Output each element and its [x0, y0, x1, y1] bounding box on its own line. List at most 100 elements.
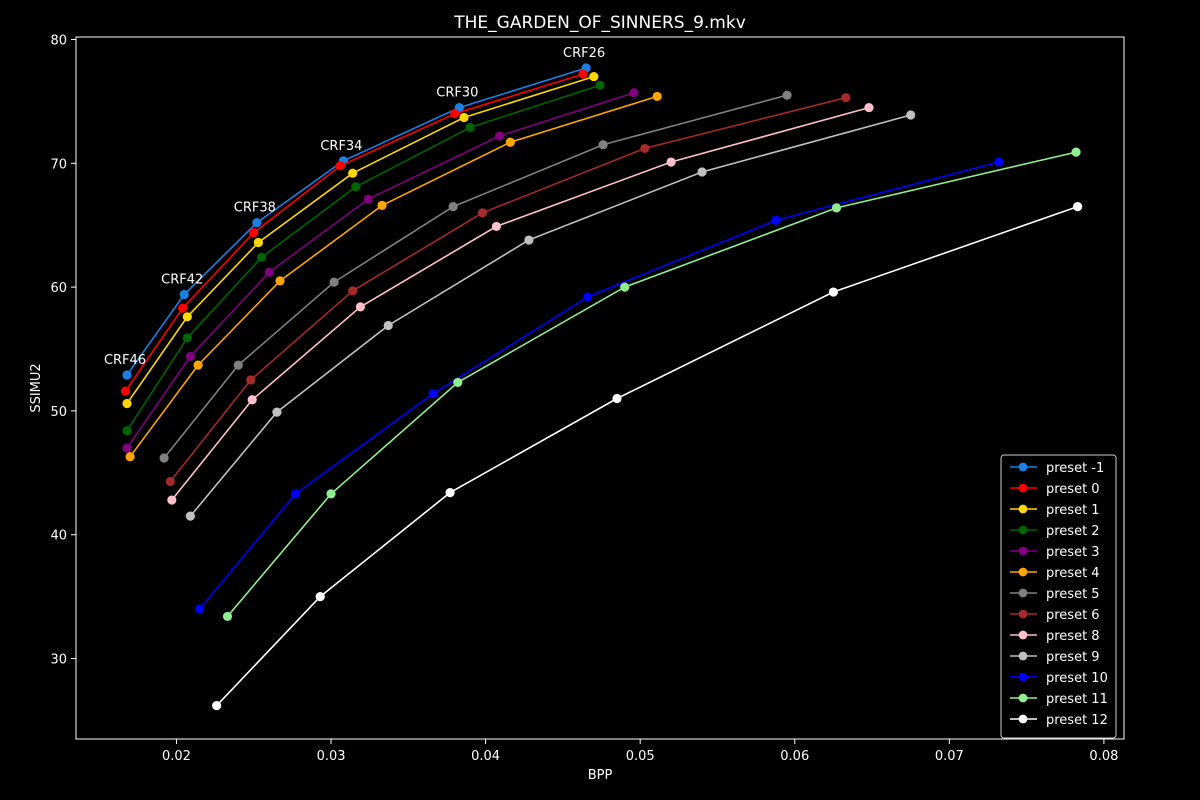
data-point: [326, 489, 336, 499]
series-preset-12: [212, 202, 1083, 711]
series-line: [129, 95, 658, 458]
data-point: [195, 604, 205, 614]
data-point: [120, 386, 131, 396]
series-preset-2: [122, 80, 605, 436]
data-point: [363, 194, 373, 204]
x-tick-label: 0.02: [162, 749, 191, 764]
crf-annotation: CRF30: [436, 86, 478, 101]
data-point: [256, 252, 267, 262]
data-point: [491, 221, 502, 232]
data-point: [697, 167, 707, 177]
legend-label: preset 5: [1046, 587, 1100, 602]
y-tick-label: 50: [50, 405, 67, 420]
legend-label: preset 12: [1046, 713, 1108, 728]
data-point: [640, 143, 650, 154]
data-point: [620, 282, 630, 292]
y-tick-label: 40: [50, 529, 67, 544]
legend-entry: preset 9: [1010, 650, 1100, 665]
legend-entry: preset 1: [1010, 503, 1100, 518]
series-line: [216, 205, 1078, 707]
y-tick-label: 60: [50, 281, 67, 296]
series-line: [126, 84, 601, 432]
legend: preset -1 preset 0 preset 1 preset 2 preset …: [1000, 454, 1117, 739]
data-point: [428, 388, 438, 399]
data-point: [652, 91, 662, 102]
data-point: [182, 333, 192, 343]
data-point: [459, 112, 469, 123]
legend-entry: preset 11: [1010, 692, 1108, 707]
legend-entry: preset 2: [1010, 524, 1100, 539]
legend-label: preset 1: [1046, 503, 1100, 518]
data-point: [185, 511, 195, 521]
data-point: [212, 700, 222, 711]
data-point: [335, 161, 345, 171]
legend-label: preset 4: [1046, 566, 1100, 581]
data-point: [906, 110, 916, 120]
data-point: [179, 289, 189, 300]
data-point: [377, 200, 387, 210]
series-preset-1: [122, 72, 599, 409]
y-axis-label: SSIMU2: [29, 363, 44, 412]
data-point: [598, 140, 608, 150]
data-point: [290, 489, 301, 499]
data-point: [477, 208, 488, 218]
legend-marker: [1018, 630, 1028, 640]
series-preset-8: [167, 102, 874, 505]
data-point: [583, 292, 593, 302]
data-point: [315, 592, 325, 602]
data-point: [165, 476, 175, 487]
x-tick-label: 0.06: [780, 749, 809, 764]
series-line: [189, 114, 911, 517]
data-point: [771, 215, 781, 225]
x-tick-label: 0.07: [935, 749, 964, 764]
legend-entry: preset 0: [1010, 482, 1100, 497]
data-point: [122, 426, 132, 436]
legend-label: preset 3: [1046, 545, 1100, 560]
data-point: [222, 611, 233, 622]
legend-entry: preset 3: [1010, 545, 1100, 560]
data-point: [348, 286, 358, 296]
data-point: [272, 407, 282, 417]
series-preset-9: [185, 110, 916, 521]
data-point: [252, 218, 262, 228]
legend-entry: preset 5: [1010, 587, 1100, 602]
legend-label: preset 8: [1046, 629, 1100, 644]
legend-label: preset 2: [1046, 524, 1100, 539]
data-point: [178, 303, 188, 313]
legend-label: preset -1: [1046, 461, 1104, 476]
data-point: [831, 203, 842, 213]
series-preset-5: [159, 90, 792, 463]
y-tick-label: 30: [50, 653, 67, 668]
data-point: [505, 137, 515, 147]
data-point: [182, 312, 192, 322]
crf-annotation: CRF38: [234, 201, 276, 216]
y-tick-label: 70: [50, 157, 67, 172]
legend-box: [1000, 454, 1117, 739]
series-line: [226, 151, 1077, 617]
y-tick-label: 80: [50, 33, 67, 48]
data-point: [782, 90, 792, 100]
legend-marker: [1018, 504, 1028, 514]
series-line: [126, 67, 587, 376]
data-point: [578, 69, 588, 79]
legend-marker: [1018, 483, 1028, 493]
data-point: [246, 375, 256, 385]
x-tick-label: 0.03: [317, 749, 346, 764]
legend-entry: preset 4: [1010, 566, 1100, 581]
legend-marker: [1018, 651, 1028, 661]
chart-title: THE_GARDEN_OF_SINNERS_9.mkv: [453, 13, 746, 33]
legend-label: preset 10: [1046, 671, 1108, 686]
series-line: [199, 161, 1000, 610]
legend-label: preset 0: [1046, 482, 1100, 497]
series-line: [163, 94, 788, 459]
crf-annotation: CRF42: [161, 273, 203, 288]
series-preset-4: [125, 91, 662, 462]
legend-entry: preset -1: [1010, 461, 1104, 476]
data-point: [351, 182, 361, 192]
series-preset-11: [222, 147, 1081, 622]
legend-entry: preset 8: [1010, 629, 1100, 644]
legend-entry: preset 12: [1010, 713, 1108, 728]
series-line: [126, 91, 635, 449]
data-point: [249, 228, 259, 238]
